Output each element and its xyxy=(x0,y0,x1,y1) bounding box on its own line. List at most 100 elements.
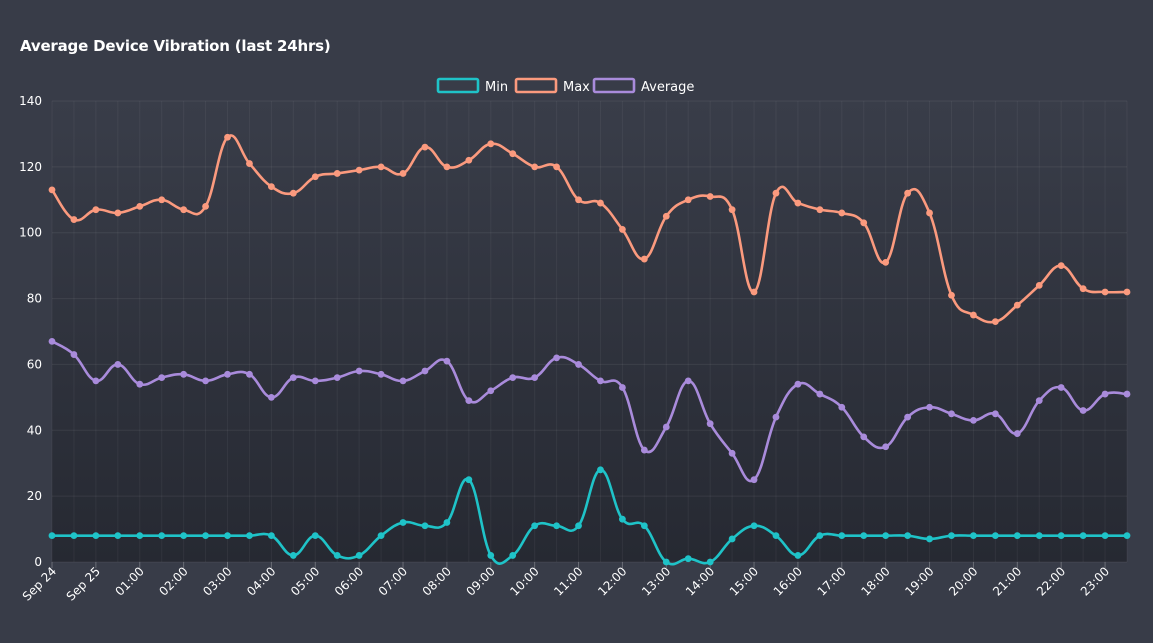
data-point-min xyxy=(202,532,209,540)
data-point-min xyxy=(816,532,824,540)
data-point-max xyxy=(1057,262,1065,270)
legend[interactable]: Min Max Average xyxy=(436,77,694,95)
data-point-average xyxy=(399,377,407,385)
data-point-min xyxy=(1123,532,1131,540)
x-tick-label: 05:00 xyxy=(288,564,322,598)
data-point-min xyxy=(443,519,451,526)
data-point-average xyxy=(575,361,582,368)
data-point-min xyxy=(1057,532,1065,540)
data-point-average xyxy=(289,374,297,381)
data-point-max xyxy=(991,318,999,326)
data-point-average xyxy=(311,377,319,385)
data-point-max xyxy=(246,160,253,167)
data-point-average xyxy=(640,446,648,454)
data-point-min xyxy=(267,532,275,540)
data-point-min xyxy=(421,522,429,530)
data-point-max xyxy=(816,206,824,214)
data-point-max xyxy=(487,140,495,148)
data-point-max xyxy=(1035,282,1043,289)
data-point-min xyxy=(399,519,407,526)
data-point-max xyxy=(355,166,363,174)
data-point-min xyxy=(794,552,802,559)
legend-swatch-average xyxy=(592,77,636,94)
data-point-min xyxy=(1013,532,1021,540)
data-point-min xyxy=(355,552,363,559)
data-point-average xyxy=(158,374,166,381)
y-tick-label: 40 xyxy=(27,423,42,437)
data-point-max xyxy=(597,199,604,207)
legend-item-min[interactable]: Min xyxy=(436,77,508,95)
x-tick-label: 08:00 xyxy=(420,564,454,598)
data-point-min xyxy=(48,532,56,540)
data-point-average xyxy=(1079,407,1087,414)
data-point-average xyxy=(443,357,451,365)
y-tick-label: 80 xyxy=(27,292,42,306)
x-tick-label: 04:00 xyxy=(244,564,278,598)
data-point-min xyxy=(597,466,604,474)
data-point-average xyxy=(1013,430,1021,437)
data-point-max xyxy=(794,199,802,207)
data-point-average xyxy=(1101,390,1109,398)
data-point-min xyxy=(246,532,253,540)
data-point-average xyxy=(728,449,736,457)
data-point-max xyxy=(114,209,122,217)
x-tick-label: Sep 25 xyxy=(64,564,103,603)
series-average xyxy=(48,337,1131,484)
x-tick-label: 01:00 xyxy=(113,564,147,598)
x-tick-label: 15:00 xyxy=(727,564,761,598)
data-point-max xyxy=(860,219,868,227)
series-line-min xyxy=(50,468,1129,566)
data-point-min xyxy=(575,522,582,530)
x-tick-label: 20:00 xyxy=(946,564,980,598)
legend-item-average[interactable]: Average xyxy=(592,77,694,95)
data-point-average xyxy=(838,403,846,411)
data-point-max xyxy=(443,163,451,171)
legend-swatch-min xyxy=(436,77,480,94)
data-point-average xyxy=(487,387,495,395)
legend-label-max: Max xyxy=(563,80,590,95)
data-point-min xyxy=(224,532,231,540)
data-point-max xyxy=(750,288,758,296)
data-point-average xyxy=(860,433,868,441)
x-tick-label: 17:00 xyxy=(815,564,849,598)
data-point-max xyxy=(92,206,100,214)
data-point-min xyxy=(1035,532,1043,540)
x-tick-label: 22:00 xyxy=(1034,564,1068,598)
data-point-min xyxy=(531,522,539,530)
data-point-min xyxy=(926,535,933,543)
y-tick-label: 20 xyxy=(27,489,42,503)
data-point-max xyxy=(706,193,714,200)
x-tick-label: 11:00 xyxy=(551,564,585,598)
data-point-average xyxy=(246,370,253,378)
x-tick-label: 02:00 xyxy=(156,564,190,598)
data-point-average xyxy=(267,393,275,401)
legend-item-max[interactable]: Max xyxy=(514,77,590,95)
data-point-min xyxy=(70,532,78,540)
data-point-average xyxy=(421,367,429,375)
data-point-max xyxy=(224,133,231,141)
data-point-min xyxy=(289,552,297,559)
data-point-min xyxy=(465,476,473,484)
data-point-average xyxy=(948,410,955,418)
data-point-min xyxy=(904,532,912,540)
x-tick-label: 21:00 xyxy=(990,564,1024,598)
data-point-min xyxy=(377,532,385,540)
data-point-min xyxy=(180,532,188,540)
series-group xyxy=(48,133,1131,566)
data-point-max xyxy=(575,196,582,204)
data-point-average xyxy=(224,370,231,378)
series-min xyxy=(48,466,1131,566)
data-point-average xyxy=(794,380,802,388)
data-point-max xyxy=(158,196,166,204)
data-point-max xyxy=(267,183,275,191)
data-point-average xyxy=(114,361,122,368)
data-point-average xyxy=(465,397,473,405)
y-tick-label: 0 xyxy=(34,555,42,569)
data-point-max xyxy=(728,206,736,214)
data-point-average xyxy=(136,380,144,388)
chart-title: Average Device Vibration (last 24hrs) xyxy=(20,37,331,55)
x-tick-label: Sep 24 xyxy=(20,564,59,603)
data-point-average xyxy=(904,413,912,421)
data-point-average xyxy=(1035,397,1043,405)
data-point-max xyxy=(553,163,560,171)
